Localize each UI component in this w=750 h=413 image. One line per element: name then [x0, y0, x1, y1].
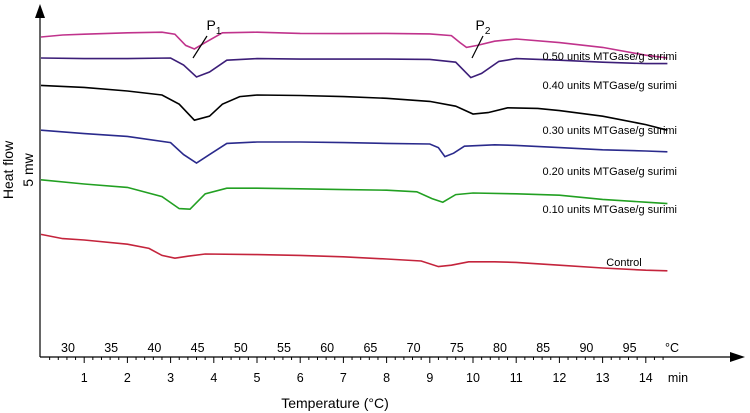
series-line-2 — [40, 84, 668, 131]
peak-annotations: P1 P2 — [192, 17, 491, 59]
time-tick-label: 9 — [426, 371, 433, 385]
temperature-tick-label: 40 — [147, 341, 161, 355]
series-labels: 0.50 units MTGase/g surimi 0.40 units MTG… — [543, 51, 678, 269]
peak-pointer-0 — [192, 35, 208, 59]
y-axis-arrow — [35, 4, 45, 18]
temperature-tick-label: 75 — [450, 341, 464, 355]
time-tick-label: 13 — [596, 371, 610, 385]
time-tick-label: 5 — [254, 371, 261, 385]
series-label-1: 0.40 units MTGase/g surimi — [543, 80, 678, 92]
time-tick-label: 6 — [297, 371, 304, 385]
peak-label-0: P1 — [207, 17, 222, 37]
temperature-tick-label: 50 — [234, 341, 248, 355]
temperature-tick-label: 90 — [579, 341, 593, 355]
x-axis-title: Temperature (°C) — [281, 395, 389, 411]
peak-label-1: P2 — [476, 17, 491, 37]
time-tick-labels: 1 2 3 4 5 6 7 8 9 10 11 12 13 14 — [81, 371, 653, 385]
time-unit-label: min — [668, 371, 688, 385]
time-tick-label: 1 — [81, 371, 88, 385]
temperature-tick-label: 65 — [363, 341, 377, 355]
temperature-tick-label: 95 — [623, 341, 637, 355]
series-line-0 — [40, 31, 668, 59]
time-tick-label: 4 — [210, 371, 217, 385]
series-label-4: 0.10 units MTGase/g surimi — [543, 204, 678, 216]
series-label-2: 0.30 units MTGase/g surimi — [543, 125, 678, 137]
series-label-3: 0.20 units MTGase/g surimi — [543, 166, 678, 178]
series-label-5: Control — [606, 257, 641, 269]
temperature-unit-label: °C — [665, 341, 679, 355]
time-tick-label: 7 — [340, 371, 347, 385]
time-tick-label: 14 — [639, 371, 653, 385]
series-line-5 — [40, 233, 668, 272]
temperature-tick-label: 35 — [104, 341, 118, 355]
y-axis-title: Heat flow — [0, 140, 16, 199]
peak-pointer-1 — [471, 35, 484, 59]
x-axis-minor-ticks — [49, 357, 664, 363]
temperature-tick-label: 80 — [493, 341, 507, 355]
series-lines — [40, 31, 668, 272]
x-axis-arrow — [730, 352, 745, 362]
time-tick-label: 11 — [510, 371, 523, 385]
temperature-tick-label: 45 — [191, 341, 205, 355]
series-line-4 — [40, 179, 668, 211]
time-tick-label: 12 — [552, 371, 566, 385]
temperature-tick-label: 85 — [536, 341, 550, 355]
series-line-1 — [40, 57, 668, 79]
temperature-tick-label: 55 — [277, 341, 291, 355]
time-tick-label: 3 — [167, 371, 174, 385]
temperature-tick-label: 30 — [61, 341, 75, 355]
time-tick-label: 2 — [124, 371, 131, 385]
temperature-tick-label: 70 — [407, 341, 421, 355]
y-axis-scale-label: 5 mw — [20, 152, 36, 186]
series-line-3 — [40, 129, 668, 164]
temperature-tick-label: 60 — [320, 341, 334, 355]
time-tick-label: 10 — [466, 371, 480, 385]
time-tick-label: 8 — [383, 371, 390, 385]
series-label-0: 0.50 units MTGase/g surimi — [543, 51, 678, 63]
temperature-tick-labels: 30 35 40 45 50 55 60 65 70 75 80 85 90 95 — [61, 341, 637, 355]
